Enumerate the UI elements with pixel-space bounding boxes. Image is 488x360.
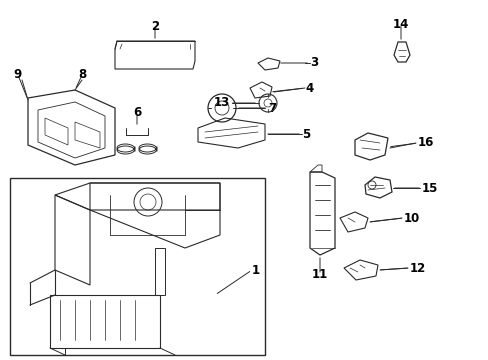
Text: 8: 8 bbox=[78, 68, 86, 81]
Text: 2: 2 bbox=[151, 19, 159, 32]
Text: 5: 5 bbox=[302, 127, 309, 140]
Text: 12: 12 bbox=[409, 261, 426, 274]
Text: 4: 4 bbox=[305, 81, 313, 94]
Text: 16: 16 bbox=[417, 136, 433, 149]
Text: 14: 14 bbox=[392, 18, 408, 31]
Text: 15: 15 bbox=[421, 181, 437, 194]
Text: 7: 7 bbox=[267, 102, 276, 114]
Text: 6: 6 bbox=[133, 107, 141, 120]
Text: 9: 9 bbox=[14, 68, 22, 81]
Text: 3: 3 bbox=[309, 57, 318, 69]
Text: 11: 11 bbox=[311, 269, 327, 282]
Text: 13: 13 bbox=[213, 96, 229, 109]
Text: 10: 10 bbox=[403, 211, 419, 225]
Text: 1: 1 bbox=[251, 264, 260, 276]
Bar bbox=[10, 178, 264, 355]
